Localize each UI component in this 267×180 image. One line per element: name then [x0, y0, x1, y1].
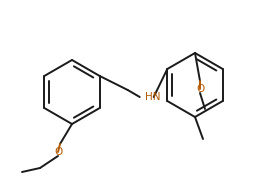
Text: HN: HN: [145, 92, 160, 102]
Text: O: O: [196, 84, 204, 94]
Text: O: O: [54, 147, 62, 157]
